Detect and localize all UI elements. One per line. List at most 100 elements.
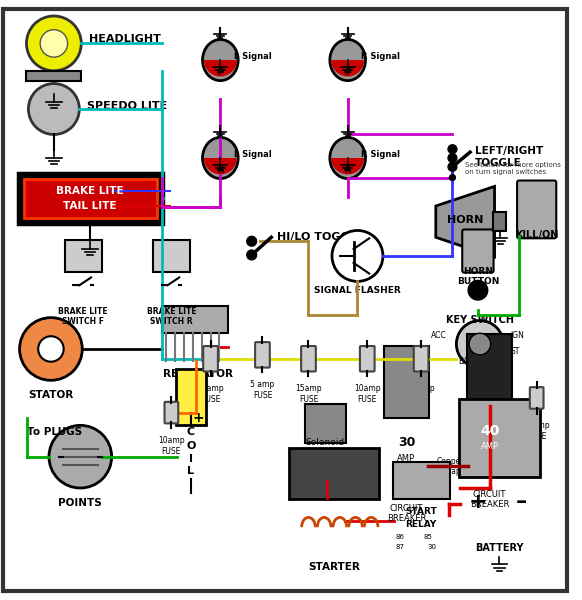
Text: 40: 40 (480, 424, 499, 438)
FancyBboxPatch shape (360, 346, 375, 371)
Text: IGN: IGN (510, 331, 524, 340)
Text: F: F (345, 68, 350, 77)
Text: O: O (186, 441, 196, 451)
FancyBboxPatch shape (530, 387, 544, 409)
Text: SWITCH F: SWITCH F (62, 317, 104, 326)
Circle shape (332, 230, 383, 281)
Text: HEADLIGHT: HEADLIGHT (89, 34, 161, 44)
Wedge shape (331, 60, 364, 77)
Text: SPEEDO LITE: SPEEDO LITE (87, 101, 168, 111)
Text: SWITCH R: SWITCH R (150, 317, 193, 326)
Circle shape (449, 175, 455, 181)
Circle shape (40, 30, 68, 57)
Ellipse shape (330, 137, 365, 179)
Circle shape (247, 236, 257, 246)
Text: KILL/ON: KILL/ON (515, 230, 558, 241)
Text: R Signal: R Signal (361, 149, 400, 158)
Ellipse shape (330, 40, 365, 80)
FancyBboxPatch shape (462, 229, 494, 272)
FancyBboxPatch shape (517, 181, 556, 238)
FancyBboxPatch shape (17, 173, 162, 224)
Text: AMP: AMP (481, 442, 499, 451)
FancyBboxPatch shape (289, 448, 379, 499)
Text: STARTER: STARTER (308, 562, 360, 572)
FancyBboxPatch shape (23, 179, 157, 218)
Circle shape (38, 336, 63, 362)
Text: 30: 30 (398, 436, 415, 449)
Text: POINTS: POINTS (58, 498, 102, 508)
FancyBboxPatch shape (203, 346, 218, 371)
Wedge shape (204, 60, 237, 77)
FancyBboxPatch shape (165, 402, 178, 424)
Text: +: + (469, 492, 487, 512)
FancyBboxPatch shape (393, 461, 449, 499)
Text: C: C (187, 427, 195, 437)
Text: 10amp
FUSE: 10amp FUSE (354, 384, 381, 404)
Circle shape (49, 425, 112, 488)
Text: CIRCUIT
BREAKER: CIRCUIT BREAKER (386, 504, 426, 523)
Text: 10amp
FUSE: 10amp FUSE (158, 436, 184, 455)
Text: To PLUGS: To PLUGS (27, 427, 83, 437)
Text: R: R (345, 166, 351, 175)
FancyBboxPatch shape (304, 404, 346, 443)
Text: LEFT/RIGHT
TOGGLE: LEFT/RIGHT TOGGLE (475, 146, 543, 168)
Text: L Signal: L Signal (234, 149, 272, 158)
Circle shape (29, 83, 79, 134)
FancyBboxPatch shape (176, 368, 205, 425)
FancyBboxPatch shape (162, 306, 228, 333)
Text: +: + (193, 410, 205, 425)
Text: See below for more options
on turn signal switches: See below for more options on turn signa… (465, 161, 561, 175)
Text: SIGNAL FLASHER: SIGNAL FLASHER (314, 286, 401, 295)
Circle shape (468, 280, 488, 300)
FancyBboxPatch shape (153, 240, 190, 272)
Text: Copper
Strap: Copper Strap (436, 457, 464, 476)
Text: 10amp
FUSE: 10amp FUSE (408, 384, 434, 404)
Text: RELAY: RELAY (406, 520, 436, 529)
Text: Solenoid: Solenoid (306, 438, 345, 447)
Text: TAIL LITE: TAIL LITE (63, 201, 117, 211)
Text: HORN
BUTTON: HORN BUTTON (457, 267, 499, 286)
FancyBboxPatch shape (65, 240, 102, 272)
Wedge shape (204, 158, 237, 175)
Text: START: START (405, 507, 437, 516)
Text: BRAKE LITE: BRAKE LITE (147, 307, 196, 316)
Text: ACC: ACC (431, 331, 446, 340)
Text: 10amp
FUSE: 10amp FUSE (197, 384, 224, 404)
Text: BRAKE LITE: BRAKE LITE (56, 185, 124, 196)
Text: –: – (516, 492, 527, 512)
Ellipse shape (203, 137, 238, 179)
Text: KEY SWITCH: KEY SWITCH (446, 314, 514, 325)
Wedge shape (331, 158, 364, 175)
FancyBboxPatch shape (384, 346, 429, 418)
Text: STATOR: STATOR (29, 390, 73, 400)
Text: F: F (218, 68, 223, 77)
Circle shape (469, 333, 491, 355)
FancyBboxPatch shape (26, 71, 81, 80)
Circle shape (448, 154, 457, 163)
Text: ST: ST (510, 347, 520, 356)
FancyBboxPatch shape (3, 9, 567, 591)
Circle shape (456, 320, 503, 368)
Text: 15amp
FUSE: 15amp FUSE (295, 384, 322, 404)
Text: 87: 87 (396, 544, 404, 550)
Text: 30: 30 (427, 544, 436, 550)
FancyBboxPatch shape (492, 212, 506, 232)
Text: HORN: HORN (447, 215, 484, 224)
Text: R: R (217, 166, 223, 175)
Text: REGULATOR: REGULATOR (163, 368, 233, 379)
Text: 85: 85 (423, 534, 432, 540)
Text: L Signal: L Signal (234, 52, 272, 61)
Polygon shape (436, 187, 495, 257)
Text: R Signal: R Signal (361, 52, 400, 61)
FancyBboxPatch shape (459, 399, 540, 477)
Text: BATTERY: BATTERY (475, 543, 524, 553)
Circle shape (247, 250, 257, 260)
Circle shape (448, 145, 457, 154)
FancyBboxPatch shape (255, 342, 270, 368)
Text: 5 amp
FUSE: 5 amp FUSE (250, 380, 275, 400)
Text: AMP: AMP (398, 454, 416, 463)
Text: HI/LO TOGGLE: HI/LO TOGGLE (277, 232, 364, 242)
Circle shape (20, 317, 82, 380)
FancyBboxPatch shape (467, 334, 512, 407)
Ellipse shape (203, 40, 238, 80)
